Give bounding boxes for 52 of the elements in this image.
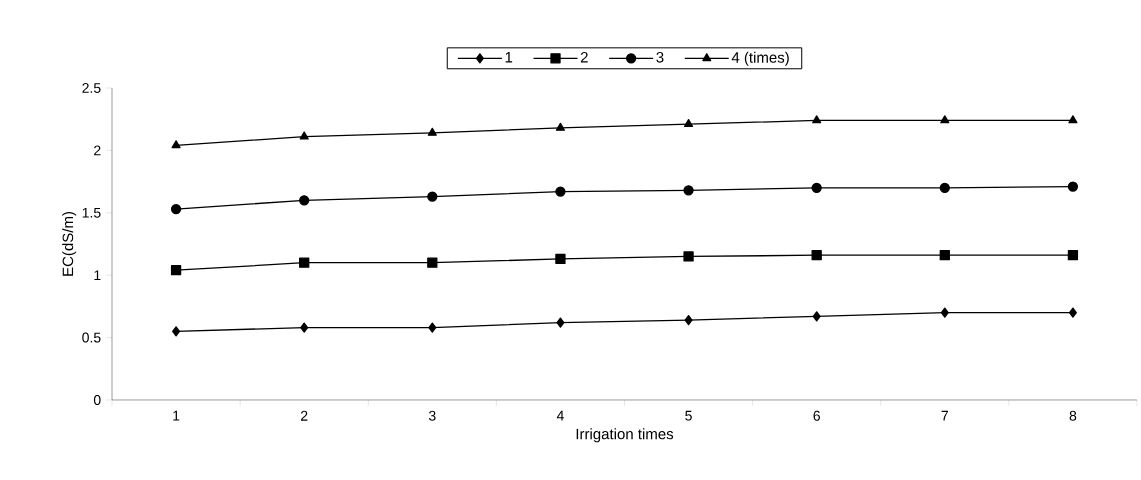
y-tick-label: 2 [94, 145, 101, 156]
point [1067, 181, 1079, 192]
point [171, 140, 181, 149]
y-axis-title: EC(dS/m) [62, 212, 77, 276]
legend-label: 1 [505, 52, 513, 63]
y-tick-label: 1 [94, 270, 101, 280]
point [683, 185, 694, 196]
point [1067, 250, 1079, 261]
point [1068, 115, 1078, 124]
x-tick-label: 4 [556, 410, 564, 421]
point [170, 203, 182, 215]
point [299, 257, 310, 268]
x-tick-label: 3 [428, 410, 436, 421]
point [299, 195, 310, 206]
x-tick-label: 5 [685, 410, 692, 421]
point [170, 265, 182, 276]
point [684, 314, 693, 326]
x-tick-label: 6 [813, 410, 820, 421]
y-tick-label: 0.5 [82, 332, 101, 343]
point [555, 186, 566, 197]
point [427, 127, 437, 136]
legend-label: 4 (times) [731, 51, 789, 66]
y-tick-label: 0 [93, 395, 101, 405]
point [684, 119, 694, 128]
point [299, 131, 309, 140]
point [427, 191, 438, 202]
legend-label: 2 [580, 52, 588, 63]
y-tick-label: 1.5 [82, 207, 101, 218]
point [940, 115, 950, 124]
legend-label: 3 [656, 52, 664, 63]
point [683, 251, 694, 262]
point [555, 253, 566, 265]
point [556, 317, 565, 328]
point [811, 182, 822, 193]
point [939, 250, 950, 261]
point [812, 115, 822, 124]
point [172, 326, 181, 337]
point [428, 322, 437, 333]
point [811, 250, 822, 261]
point [427, 257, 438, 268]
point [555, 122, 565, 131]
point [1068, 307, 1077, 318]
x-tick-label: 1 [173, 410, 180, 421]
point [812, 311, 821, 322]
x-tick-label: 7 [941, 410, 948, 421]
y-tick-label: 2.5 [82, 83, 101, 93]
point [940, 307, 949, 318]
x-axis-title: Irrigation times [576, 428, 674, 443]
point [300, 322, 309, 333]
point [939, 182, 950, 193]
x-tick-label: 8 [1069, 410, 1077, 421]
x-tick-label: 2 [301, 410, 308, 421]
